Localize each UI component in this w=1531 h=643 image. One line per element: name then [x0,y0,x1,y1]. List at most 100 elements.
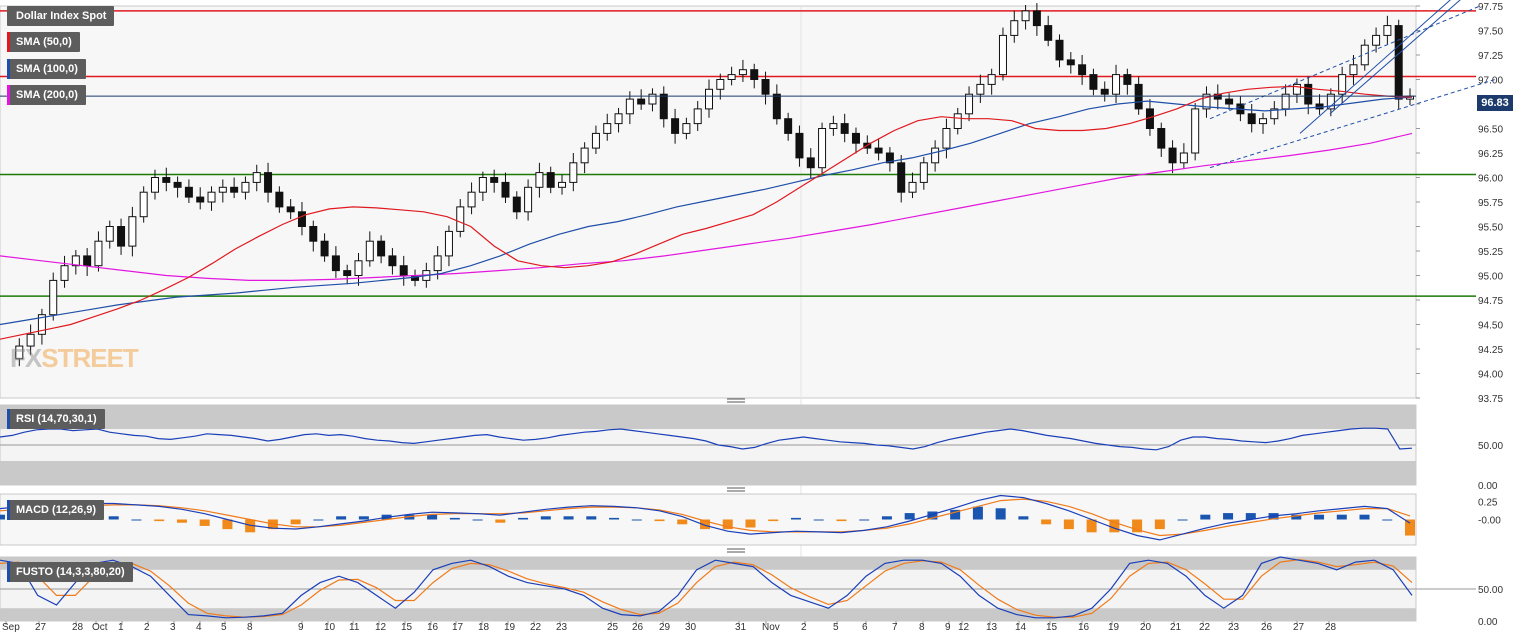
legend-fusto[interactable]: FUSTO (14,3,3,80,20) [7,562,133,582]
x-tick-label: 31 [735,622,747,633]
candle-body [682,123,691,134]
candle-body [94,240,103,267]
macd-histogram-bar [131,519,142,521]
candle-body [1383,25,1392,36]
candle-body [388,255,397,267]
x-tick-label: Oct [92,622,108,633]
y-tick-label: 96.50 [1478,125,1503,136]
legend-sma50[interactable]: SMA (50,0) [7,32,80,52]
macd-histogram-bar [836,519,847,522]
rsi-tick-label: 0.00 [1478,481,1498,492]
candle-body [162,177,171,183]
candle-body [558,181,567,188]
candle-body [1394,25,1403,100]
candle-body [139,191,148,218]
y-tick-label: 96.25 [1478,149,1503,160]
macd-histogram-bar [790,517,801,520]
x-tick-label: Sep [2,622,20,633]
legend-sma100[interactable]: SMA (100,0) [7,59,86,79]
candle-body [614,113,623,125]
x-tick-label: 25 [607,622,619,633]
legend-rsi[interactable]: RSI (14,70,30,1) [7,409,105,429]
candle-body [806,157,815,169]
candle-body [965,93,974,115]
candle-body [908,181,917,193]
candle-body [490,177,499,183]
x-tick-label: 9 [298,622,304,633]
macd-histogram-bar [1291,514,1302,520]
candle-body [252,172,261,183]
macd-histogram-bar [859,519,870,521]
candle-body [1168,147,1177,164]
candle-body [150,177,159,193]
macd-histogram-bar [176,519,187,523]
legend-sma200[interactable]: SMA (200,0) [7,85,86,105]
x-tick-label: 12 [375,622,387,633]
x-tick-label: 16 [1078,622,1090,633]
x-tick-label: 20 [1140,622,1152,633]
x-tick-label: 22 [530,622,542,633]
candle-body [1304,83,1313,105]
macd-histogram-bar [154,519,165,522]
candle-body [1259,118,1268,125]
macd-histogram-bar [313,519,324,521]
candle-body [512,196,521,213]
candle-body [1349,64,1358,76]
y-tick-label: 94.25 [1478,345,1503,356]
candle-body [761,79,770,95]
candle-body [1157,128,1166,149]
macd-histogram-bar [1359,514,1370,520]
current-price-tag: 96.83 [1477,95,1513,111]
macd-histogram-bar [518,517,529,520]
legend-instrument[interactable]: Dollar Index Spot [7,6,115,26]
x-tick-label: 28 [72,622,84,633]
macd-histogram-bar [927,511,938,520]
macd-histogram-bar [950,509,961,520]
y-tick-label: 97.25 [1478,51,1503,62]
macd-histogram-bar [1063,519,1074,530]
candle-body [716,79,725,90]
wedge-lower-line [1299,0,1451,134]
macd-swatch [7,500,10,520]
macd-histogram-bar [700,519,710,530]
candle-body [83,255,92,267]
macd-line [0,494,1411,541]
candle-body [1247,113,1256,125]
candle-body [478,177,487,193]
rsi-oversold-zone [0,461,1416,485]
candle-body [365,240,374,262]
x-tick-label: 2 [801,622,807,633]
candle-body [60,265,69,281]
macd-histogram-bar [290,519,301,525]
x-tick-label: 12 [958,622,970,633]
macd-histogram-bar [336,516,347,520]
candle-body [15,345,24,360]
sma100-line [0,96,1413,326]
candle-body [1021,10,1030,22]
candle-body [297,211,306,228]
macd-histogram-bar [1041,519,1052,525]
y-tick-label: 96.00 [1478,174,1503,185]
wedge-upper-line [1329,0,1461,115]
fxstreet-watermark: FXSTREET [10,343,139,373]
candle-body [49,279,58,316]
macd-histogram-bar [654,519,665,522]
candle-body [501,181,510,198]
candle-body [207,191,216,203]
macd-histogram-bar [472,519,483,521]
x-tick-label: 27 [1293,622,1305,633]
macd-histogram-bar [972,506,983,520]
candle-body [1089,74,1098,90]
main-panel-bg [0,5,1417,399]
legend-macd[interactable]: MACD (12,26,9) [7,500,105,520]
y-tick-label: 95.50 [1478,223,1503,234]
macd-tick-label: -0.00 [1478,516,1501,527]
candle-body [851,132,860,144]
candle-body [1292,83,1301,95]
macd-histogram-bar [1382,519,1393,521]
candle-body [1078,64,1087,76]
x-tick-label: 5 [833,622,839,633]
y-tick-label: 94.50 [1478,321,1503,332]
macd-histogram-bar [722,519,733,530]
candle-body [399,265,408,277]
